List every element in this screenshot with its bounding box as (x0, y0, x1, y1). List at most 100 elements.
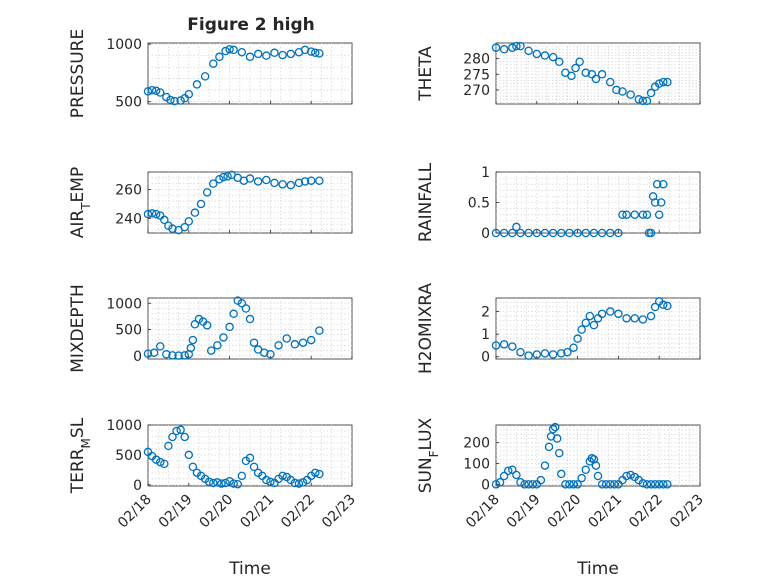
data-point (516, 41, 525, 51)
data-point (298, 338, 308, 347)
data-point (528, 480, 537, 489)
data-point (162, 350, 171, 359)
y-tick-label: 0.5 (468, 196, 490, 212)
data-point (654, 480, 664, 489)
data-point (650, 302, 660, 312)
data-point (170, 96, 179, 106)
data-point (213, 478, 222, 487)
data-point (638, 315, 648, 324)
data-point (508, 465, 517, 475)
data-point (540, 461, 550, 470)
data-point (143, 209, 153, 219)
data-point (217, 479, 226, 488)
data-point (262, 51, 271, 60)
data-point (589, 320, 599, 330)
data-point (652, 179, 662, 189)
data-point (499, 340, 509, 349)
data-point (168, 224, 177, 233)
data-point (499, 228, 509, 238)
data-point (262, 475, 271, 485)
data-point (253, 177, 263, 186)
data-point (593, 471, 603, 481)
data-point (548, 52, 558, 62)
y-axis-label: SUNFLUX (416, 417, 441, 493)
data-point (638, 479, 648, 488)
data-point (516, 347, 525, 357)
data-point (311, 468, 320, 478)
data-point (524, 351, 533, 360)
axes-frame (495, 297, 701, 360)
data-point (491, 228, 501, 238)
data-point (536, 475, 546, 485)
data-point (597, 309, 607, 319)
data-point (540, 349, 550, 358)
data-point (311, 48, 320, 58)
panel-mixdepth: 0 500 1000 MIXDEPTH (68, 284, 353, 373)
data-point (577, 325, 586, 334)
data-point (612, 85, 621, 95)
y-tick-label: 0 (481, 350, 490, 366)
data-point (532, 228, 542, 238)
data-point (569, 343, 578, 352)
data-point (597, 480, 607, 489)
data-point (567, 71, 576, 81)
data-point (581, 318, 591, 328)
y-axis-label: TERRMSL (68, 417, 93, 494)
data-point (245, 52, 255, 62)
data-point (646, 480, 656, 489)
data-point (622, 210, 631, 219)
data-point (278, 180, 287, 189)
data-point (548, 424, 558, 434)
data-point (638, 210, 648, 219)
data-point (554, 57, 564, 67)
data-point (597, 228, 607, 238)
data-point (306, 335, 316, 345)
data-point (610, 480, 619, 489)
data-point (565, 228, 574, 238)
data-point (315, 176, 324, 185)
data-point (544, 442, 554, 452)
data-point (563, 347, 572, 357)
data-point (656, 198, 666, 207)
data-point (512, 41, 521, 51)
data-point (663, 77, 672, 87)
data-point (524, 46, 533, 56)
data-point (552, 434, 562, 443)
data-point (147, 209, 157, 218)
data-point (516, 228, 525, 238)
data-point (180, 222, 189, 232)
data-point (581, 228, 591, 238)
data-point (190, 208, 200, 217)
data-point (638, 96, 648, 106)
data-point (262, 175, 271, 185)
data-point (249, 462, 259, 472)
data-point (155, 342, 165, 351)
panel-h2omixra: 0 1 2 H2OMIXRA (416, 283, 701, 374)
data-point (209, 179, 218, 188)
data-point (176, 425, 185, 435)
data-point (614, 309, 623, 319)
data-point (516, 478, 525, 487)
data-point (646, 311, 656, 321)
data-point (591, 74, 601, 84)
data-point (151, 209, 161, 219)
y-tick-label: 500 (115, 95, 142, 111)
data-point (172, 426, 181, 436)
data-point (155, 88, 165, 97)
data-point (176, 96, 185, 105)
data-point (166, 95, 175, 105)
data-point (565, 480, 574, 489)
data-point (605, 77, 615, 87)
data-point (540, 51, 550, 60)
data-point (229, 479, 238, 488)
data-point (200, 72, 210, 81)
data-point (298, 478, 308, 487)
data-point (294, 178, 304, 188)
data-point (237, 471, 247, 481)
data-point (605, 307, 615, 316)
data-point (581, 465, 591, 475)
data-point (202, 321, 212, 330)
data-point (143, 87, 153, 96)
y-tick-label: 100 (463, 457, 490, 473)
data-point (188, 335, 198, 345)
